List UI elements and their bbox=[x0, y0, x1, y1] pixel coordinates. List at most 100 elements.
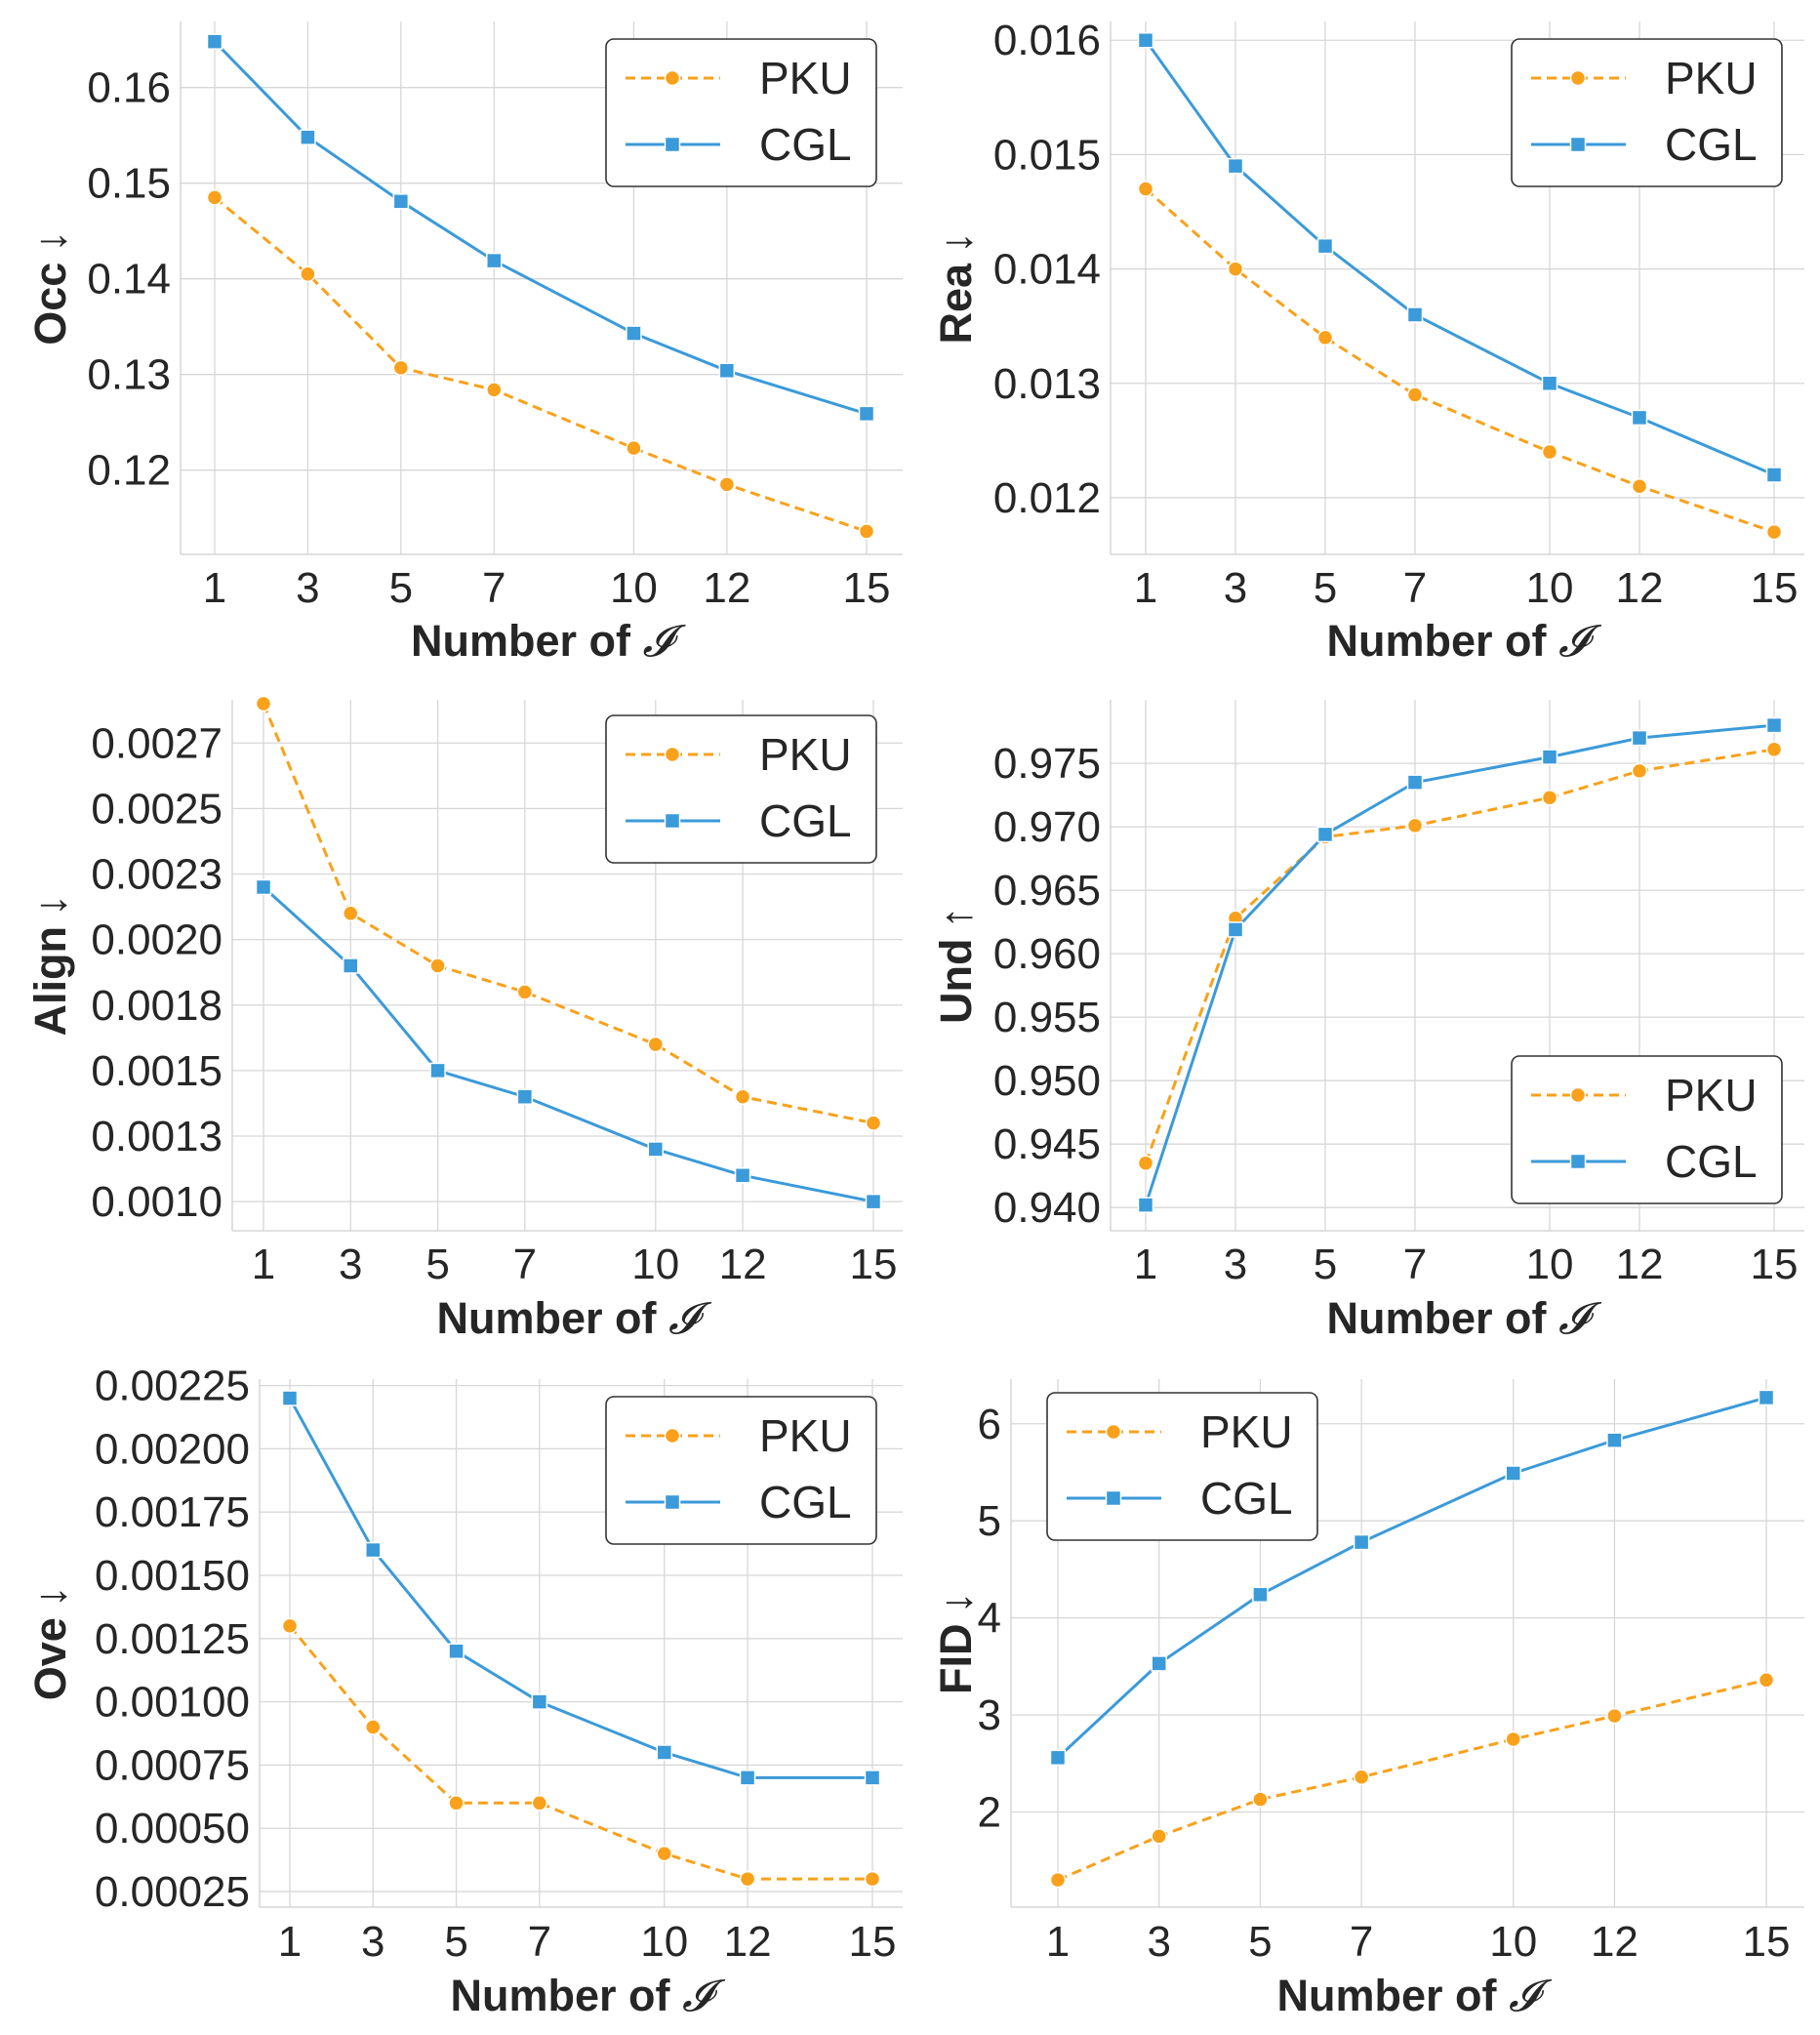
data-point-pku bbox=[1541, 443, 1558, 461]
data-point-cgl bbox=[1227, 157, 1244, 175]
y-axis-arrow: ↑ bbox=[931, 907, 981, 929]
y-tick-label: 0.0020 bbox=[91, 916, 222, 964]
legend-label-cgl: CGL bbox=[759, 119, 852, 170]
legend-marker-pku bbox=[664, 69, 681, 87]
y-tick-label: 0.0023 bbox=[91, 851, 222, 899]
data-point-cgl bbox=[1765, 467, 1783, 483]
data-point-cgl bbox=[1505, 1465, 1521, 1482]
x-tick-label: 3 bbox=[1147, 1918, 1170, 1966]
y-tick-label: 4 bbox=[978, 1595, 1001, 1643]
data-point-cgl bbox=[531, 1693, 548, 1710]
data-point-cgl bbox=[206, 33, 223, 50]
y-tick-label: 0.940 bbox=[993, 1184, 1101, 1232]
y-tick-label: 0.015 bbox=[993, 131, 1101, 179]
data-point-pku bbox=[656, 1845, 673, 1862]
x-axis-label: Number of 𝓘 bbox=[1327, 1292, 1603, 1344]
x-tick-label: 12 bbox=[1616, 564, 1664, 612]
data-point-pku bbox=[1765, 741, 1783, 758]
data-point-cgl bbox=[1137, 1197, 1154, 1213]
data-point-cgl bbox=[864, 1770, 881, 1786]
legend-marker-cgl bbox=[664, 136, 681, 153]
x-axis-label: Number of 𝓘 bbox=[451, 1970, 727, 2021]
y-axis-label: Align ↓ bbox=[25, 895, 75, 1037]
legend-marker-pku bbox=[1569, 1086, 1587, 1104]
y-tick-label: 0.0015 bbox=[91, 1047, 222, 1095]
data-point-cgl bbox=[1631, 729, 1648, 747]
y-tick-label: 0.15 bbox=[87, 160, 171, 208]
x-tick-label: 15 bbox=[1751, 564, 1799, 612]
x-tick-label: 7 bbox=[513, 1241, 537, 1288]
y-axis-label: Ove ↓ bbox=[25, 1586, 75, 1701]
x-tick-label: 7 bbox=[1403, 1241, 1427, 1288]
data-point-cgl bbox=[1316, 237, 1334, 255]
legend: PKU CGL bbox=[605, 1396, 877, 1545]
legend-marker-pku bbox=[1569, 69, 1587, 87]
x-tick-label: 10 bbox=[640, 1918, 688, 1966]
y-axis-label: FID ↓ bbox=[931, 1592, 981, 1694]
x-tick-label: 12 bbox=[703, 564, 750, 612]
y-tick-label: 0.00200 bbox=[95, 1425, 250, 1473]
data-point-cgl bbox=[1541, 749, 1558, 765]
data-point-pku bbox=[1049, 1871, 1067, 1889]
y-axis-label-text: Ove bbox=[25, 1617, 75, 1700]
data-point-pku bbox=[858, 523, 875, 540]
data-point-pku bbox=[1758, 1672, 1775, 1689]
data-point-cgl bbox=[858, 405, 875, 423]
data-point-cgl bbox=[1765, 716, 1783, 734]
y-tick-label: 0.16 bbox=[87, 64, 171, 112]
data-point-cgl bbox=[429, 1062, 446, 1079]
x-axis-label-text: Number of bbox=[437, 1293, 669, 1343]
data-point-pku bbox=[1406, 817, 1424, 834]
data-point-cgl bbox=[365, 1541, 382, 1559]
x-tick-label: 15 bbox=[849, 1918, 897, 1966]
x-tick-label: 7 bbox=[482, 564, 506, 612]
data-point-cgl bbox=[1137, 31, 1154, 49]
data-point-pku bbox=[1137, 181, 1154, 197]
data-point-pku bbox=[718, 476, 736, 493]
data-point-pku bbox=[448, 1795, 465, 1811]
x-tick-label: 3 bbox=[339, 1241, 362, 1288]
y-tick-label: 0.016 bbox=[993, 17, 1101, 64]
x-axis-label: Number of 𝓘 bbox=[411, 615, 687, 667]
data-point-pku bbox=[1151, 1828, 1167, 1845]
data-point-cgl bbox=[1049, 1749, 1067, 1767]
legend-label-pku: PKU bbox=[759, 729, 852, 780]
y-tick-label: 0.13 bbox=[87, 351, 171, 399]
y-tick-label: 0.0013 bbox=[91, 1113, 222, 1160]
x-tick-label: 12 bbox=[1591, 1918, 1638, 1966]
x-tick-label: 1 bbox=[278, 1918, 302, 1966]
data-point-cgl bbox=[516, 1088, 534, 1105]
data-point-cgl bbox=[647, 1141, 665, 1158]
data-point-cgl bbox=[1606, 1432, 1623, 1448]
x-tick-label: 5 bbox=[425, 1241, 449, 1288]
legend: PKU CGL bbox=[1511, 38, 1783, 187]
legend-label-pku: PKU bbox=[759, 1410, 852, 1461]
x-axis-label: Number of 𝓘 bbox=[437, 1292, 713, 1344]
chart-panel-4: 1 3 5 7 10 12 15 0.940 0.945 0.950 0.955 0.960 0.965… bbox=[931, 700, 1804, 1344]
data-point-pku bbox=[1606, 1707, 1623, 1725]
x-axis-label-text: Number of bbox=[451, 1971, 683, 2020]
data-point-cgl bbox=[739, 1770, 756, 1786]
data-point-pku bbox=[1505, 1730, 1521, 1748]
data-point-pku bbox=[1137, 1155, 1154, 1171]
data-point-cgl bbox=[1227, 921, 1244, 938]
y-axis-arrow: ↓ bbox=[931, 231, 981, 254]
legend-label-cgl: CGL bbox=[759, 1477, 852, 1527]
chart-panel-1: 1 3 5 7 10 12 15 0.12 0.13 0.14 0.15 0.16 Number of … bbox=[25, 21, 903, 667]
x-tick-label: 3 bbox=[1224, 564, 1247, 612]
y-tick-label: 0.975 bbox=[993, 740, 1101, 788]
data-point-cgl bbox=[1758, 1389, 1775, 1406]
data-point-cgl bbox=[281, 1390, 299, 1406]
data-point-cgl bbox=[1406, 774, 1424, 791]
y-tick-label: 0.0027 bbox=[91, 719, 222, 767]
data-point-pku bbox=[739, 1870, 756, 1888]
y-tick-label: 6 bbox=[978, 1401, 1001, 1448]
chart-panel-5: 1 3 5 7 10 12 15 0.00025 0.00050 0.00075 0.00100 0.… bbox=[25, 1363, 903, 2021]
legend-label-cgl: CGL bbox=[1200, 1473, 1293, 1524]
legend-label-pku: PKU bbox=[1665, 1070, 1758, 1120]
x-tick-label: 1 bbox=[1134, 1241, 1157, 1288]
data-point-pku bbox=[1227, 261, 1244, 277]
data-point-pku bbox=[365, 1719, 382, 1735]
data-point-pku bbox=[343, 905, 359, 922]
data-point-pku bbox=[1252, 1791, 1269, 1808]
